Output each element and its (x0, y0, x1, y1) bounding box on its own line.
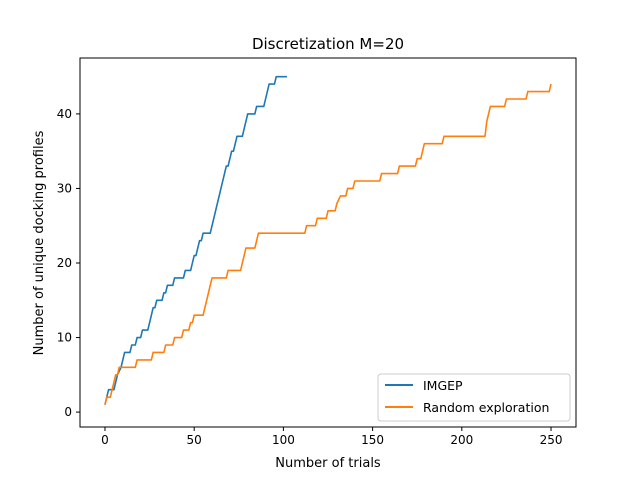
y-axis-label: Number of unique docking profiles (32, 130, 47, 355)
y-axis-ticks: 0 10 20 30 40 (57, 107, 80, 419)
y-tick-label: 40 (57, 107, 72, 121)
plot-area: 0 50 100 150 200 250 0 10 20 30 40 (57, 57, 577, 447)
y-tick-label: 30 (57, 181, 72, 195)
x-tick-label: 250 (540, 433, 563, 447)
legend-label-imgep: IMGEP (423, 378, 463, 393)
x-axis-label: Number of trials (275, 456, 381, 471)
series-lines (104, 75, 552, 405)
legend: IMGEP Random exploration (377, 373, 571, 422)
plot-frame (79, 57, 577, 428)
legend-label-random-exploration: Random exploration (423, 400, 549, 415)
series-line-random-exploration (104, 83, 552, 405)
x-axis-ticks: 0 50 100 150 200 250 (101, 427, 562, 447)
x-tick-label: 50 (187, 433, 202, 447)
x-tick-label: 0 (101, 433, 109, 447)
series-line-imgep (104, 75, 287, 405)
x-tick-label: 100 (272, 433, 295, 447)
legend-box (377, 373, 571, 422)
chart-title: Discretization M=20 (252, 35, 404, 53)
y-tick-label: 0 (64, 405, 72, 419)
plot-background (80, 58, 576, 427)
y-tick-label: 20 (57, 256, 72, 270)
x-tick-label: 200 (450, 433, 473, 447)
y-tick-label: 10 (57, 331, 72, 345)
x-tick-label: 150 (361, 433, 384, 447)
